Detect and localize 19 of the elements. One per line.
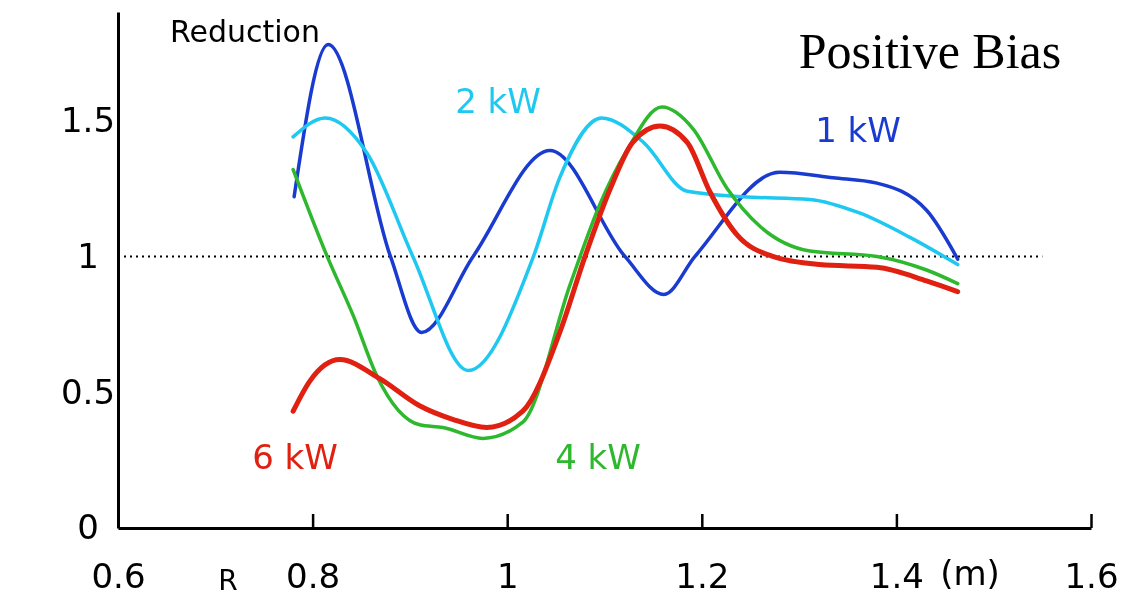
x-tick-label: 1.4 xyxy=(869,556,924,597)
series-label: 1 kW xyxy=(815,110,901,150)
y-tick-label: 0.5 xyxy=(60,371,116,412)
x-tick-label: 0.6 xyxy=(91,556,146,597)
y-tick-label: 1 xyxy=(77,235,99,276)
series-label: 6 kW xyxy=(252,437,338,477)
y-tick-label: 1.5 xyxy=(60,100,116,141)
x-tick-label: 1.6 xyxy=(1064,556,1119,597)
series-label: 4 kW xyxy=(555,437,641,477)
y-axis-title: Reduction xyxy=(170,14,320,49)
x-tick-label: 1 xyxy=(496,556,519,597)
x-tick-label: 1.2 xyxy=(675,556,730,597)
series-label: 2 kW xyxy=(455,81,541,121)
x-tick-label: 0.8 xyxy=(286,556,341,597)
y-tick-label: 0 xyxy=(77,507,99,548)
text: (m) xyxy=(940,553,1000,593)
chart-title: Positive Bias xyxy=(798,23,1062,79)
line-series xyxy=(291,116,960,373)
x-axis-title: R xyxy=(218,564,238,597)
